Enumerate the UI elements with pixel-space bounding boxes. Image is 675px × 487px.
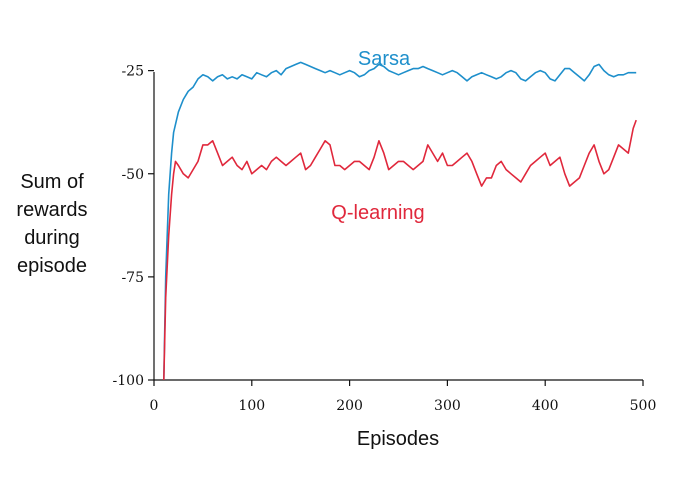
x-tick-label: 400: [532, 398, 559, 414]
y-axis-title-line-2: rewards: [16, 199, 87, 221]
y-axis-title: Sum of rewards during episode: [16, 171, 87, 277]
x-tick-label: 0: [150, 398, 159, 414]
series-line-q-learning: [163, 119, 637, 381]
y-tick-label: -25: [121, 64, 144, 80]
axes: [153, 72, 643, 381]
series-label-sarsa: Sarsa: [358, 48, 411, 70]
ticks: 0 100 200 300 400 500 -25 -50 -75 -100: [113, 64, 657, 414]
y-axis-title-line-4: episode: [17, 255, 87, 277]
series-line-sarsa: [163, 61, 637, 381]
x-axis-title: Episodes: [357, 428, 439, 450]
x-tick-label: 500: [630, 398, 657, 414]
y-tick-label: -50: [121, 167, 144, 183]
series-lines: [163, 61, 637, 381]
x-tick-label: 100: [238, 398, 265, 414]
y-tick-label: -100: [113, 373, 144, 389]
y-tick-label: -75: [121, 270, 144, 286]
y-axis-title-line-3: during: [24, 227, 80, 249]
y-axis-title-line-1: Sum of: [20, 171, 84, 193]
x-tick-label: 200: [336, 398, 363, 414]
series-label-q-learning: Q-learning: [331, 202, 424, 224]
x-tick-label: 300: [434, 398, 461, 414]
